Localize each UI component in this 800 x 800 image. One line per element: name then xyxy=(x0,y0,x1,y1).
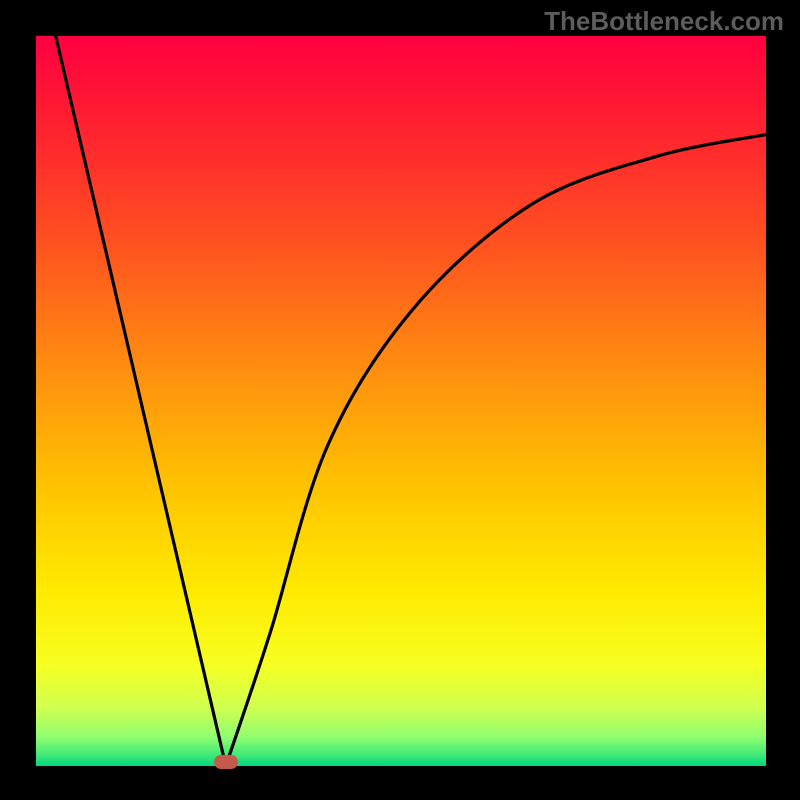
bottleneck-curve xyxy=(56,36,766,766)
optimum-marker xyxy=(214,755,238,769)
curve-layer xyxy=(0,0,800,800)
watermark-text: TheBottleneck.com xyxy=(544,6,784,37)
chart-stage: TheBottleneck.com xyxy=(0,0,800,800)
